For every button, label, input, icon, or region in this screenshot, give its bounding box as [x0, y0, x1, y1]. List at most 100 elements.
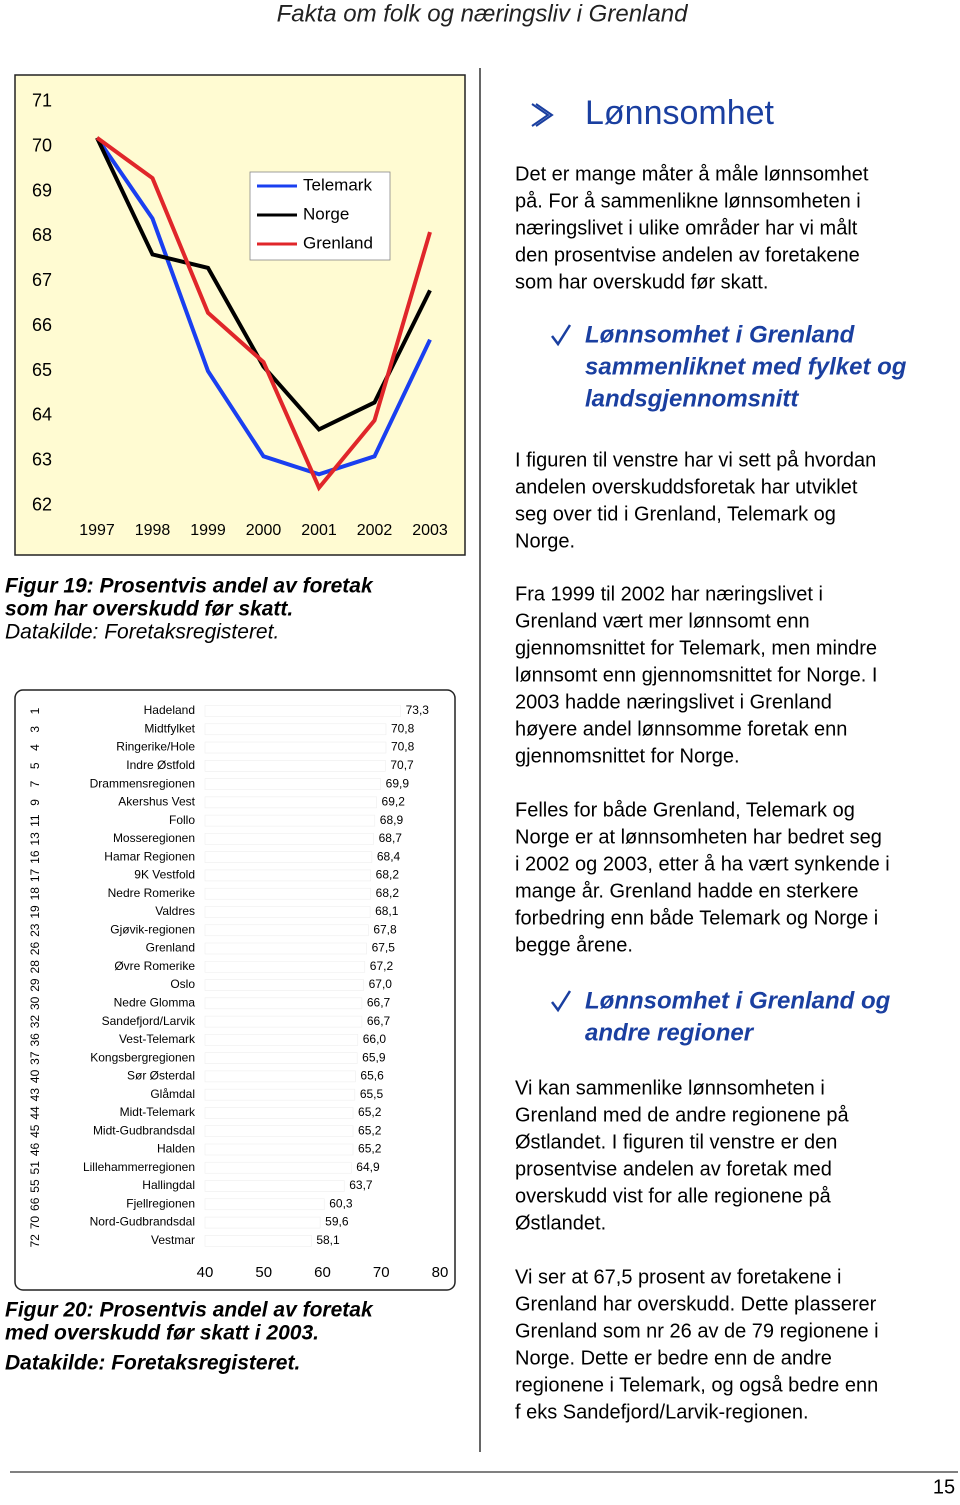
rank-label: 26 [28, 942, 42, 956]
subheading-line: sammenliknet med fylket og [585, 353, 907, 380]
category-label: Hamar Regionen [104, 849, 195, 863]
value-label: 65,5 [360, 1087, 384, 1101]
value-label: 70,8 [391, 740, 415, 754]
value-label: 66,7 [367, 995, 391, 1009]
bar [204, 1143, 354, 1156]
y-tick-label: 70 [32, 136, 52, 156]
value-label: 65,2 [358, 1105, 382, 1119]
paragraph-line: regionene i Telemark, og også bedre enn [515, 1374, 878, 1396]
value-label: 67,2 [370, 959, 394, 973]
bar [204, 1198, 325, 1211]
paragraph-line: næringslivet i ulike områder har vi målt [515, 217, 858, 239]
paragraph-line: seg over tid i Grenland, Telemark og [515, 503, 836, 525]
value-label: 67,5 [372, 941, 396, 955]
bar [204, 979, 364, 991]
legend-label: Norge [303, 204, 349, 223]
value-label: 65,9 [362, 1050, 386, 1064]
paragraph-line: prosentvise andelen av foretak med [515, 1158, 832, 1180]
category-label: Nord-Gudbrandsdal [90, 1215, 195, 1229]
bar [204, 960, 366, 973]
bar [204, 833, 374, 845]
rank-label: 36 [28, 1033, 42, 1047]
value-label: 69,9 [386, 776, 410, 790]
x-tick-label: 2003 [412, 522, 448, 539]
category-label: Vestmar [151, 1233, 195, 1247]
category-label: Indre Østfold [126, 758, 195, 772]
category-label: Gjøvik-regionen [110, 922, 195, 936]
value-label: 69,2 [382, 795, 406, 809]
x-tick-label: 1999 [190, 522, 226, 539]
rank-label: 18 [28, 887, 42, 901]
paragraph-line: på. For å sammenlikne lønnsomheten i [515, 190, 861, 212]
category-label: Hallingdal [142, 1178, 195, 1192]
category-label: Oslo [170, 977, 195, 991]
rank-label: 5 [28, 762, 42, 769]
paragraph-line: forbedring enn både Telemark og Norge i [515, 907, 878, 929]
check-bullet [551, 990, 572, 1013]
value-label: 68,1 [375, 904, 399, 918]
value-label: 68,2 [376, 868, 400, 882]
heading: Lønnsomhet [585, 94, 775, 132]
y-tick-label: 62 [32, 494, 52, 514]
rank-label: 13 [28, 832, 42, 846]
paragraph-line: Norge er at lønnsomheten har bedret seg [515, 826, 882, 848]
rank-label: 66 [28, 1197, 42, 1211]
paragraph-line: Norge. [515, 530, 575, 552]
value-label: 73,3 [406, 703, 430, 717]
caption-line: med overskudd før skatt i 2003. [5, 1322, 319, 1345]
value-label: 66,0 [363, 1032, 387, 1046]
rank-label: 29 [28, 978, 42, 992]
rank-label: 44 [28, 1106, 42, 1120]
rank-label: 11 [28, 814, 42, 827]
subheading-line: Lønnsomhet i Grenland [585, 321, 856, 348]
value-label: 70,7 [390, 758, 414, 772]
series-line [95, 136, 432, 492]
value-label: 70,8 [391, 721, 415, 735]
rank-label: 3 [28, 726, 42, 733]
y-tick-label: 69 [32, 180, 52, 200]
subheading-line: Lønnsomhet i Grenland og [585, 987, 891, 1014]
paragraph-line: Grenland som nr 26 av de 79 regionene i [515, 1320, 879, 1342]
subheading-line: andre regioner [585, 1019, 755, 1046]
y-tick-label: 68 [32, 225, 52, 245]
paragraph-line: Det er mange måter å måle lønnsomhet [515, 163, 869, 185]
rank-label: 32 [28, 1015, 42, 1029]
paragraph-line: mange år. Grenland hadde en sterkere [515, 880, 859, 902]
category-label: Sandefjord/Larvik [102, 1014, 196, 1028]
paragraph-line: Vi kan sammenlike lønnsomheten i [515, 1077, 825, 1099]
x-tick-label: 2002 [357, 522, 393, 539]
category-label: Øvre Romerike [114, 959, 195, 973]
rank-label: 46 [28, 1142, 42, 1156]
paragraph-line: 2003 hadde næringslivet i Grenland [515, 691, 832, 713]
value-label: 66,7 [367, 1014, 391, 1028]
bar [204, 1107, 354, 1119]
paragraph-line: Grenland vært mer lønnsomt enn [515, 610, 810, 632]
bar [204, 851, 373, 863]
rank-label: 72 [28, 1234, 42, 1248]
category-label: Follo [169, 813, 195, 827]
bar [204, 1088, 356, 1101]
value-label: 68,2 [376, 886, 400, 900]
paragraph-line: begge årene. [515, 934, 633, 956]
category-label: Fjellregionen [126, 1196, 195, 1210]
caption-line: Figur 20: Prosentvis andel av foretak [5, 1299, 374, 1322]
caption-line: Figur 19: Prosentvis andel av foretak [5, 575, 374, 598]
paragraph-line: Østlandet. [515, 1212, 606, 1234]
x-tick-label: 70 [373, 1264, 390, 1281]
bar [204, 942, 367, 955]
rank-label: 4 [28, 744, 42, 751]
rank-label: 7 [28, 780, 42, 787]
rank-label: 17 [28, 868, 42, 882]
chart-frame [14, 74, 466, 556]
category-label: Lillehammerregionen [83, 1160, 195, 1174]
category-label: Drammensregionen [90, 776, 195, 790]
rank-label: 19 [28, 905, 42, 919]
bar [204, 796, 377, 809]
check-bullet [551, 324, 572, 347]
bar [204, 1034, 359, 1046]
rank-label: 70 [28, 1216, 42, 1230]
legend-label: Grenland [303, 233, 373, 252]
paragraph-line: høyere andel lønnsomme foretak enn [515, 718, 847, 740]
category-label: Vest-Telemark [119, 1032, 196, 1046]
paragraph-line: Grenland har overskudd. Dette plasserer [515, 1293, 877, 1315]
